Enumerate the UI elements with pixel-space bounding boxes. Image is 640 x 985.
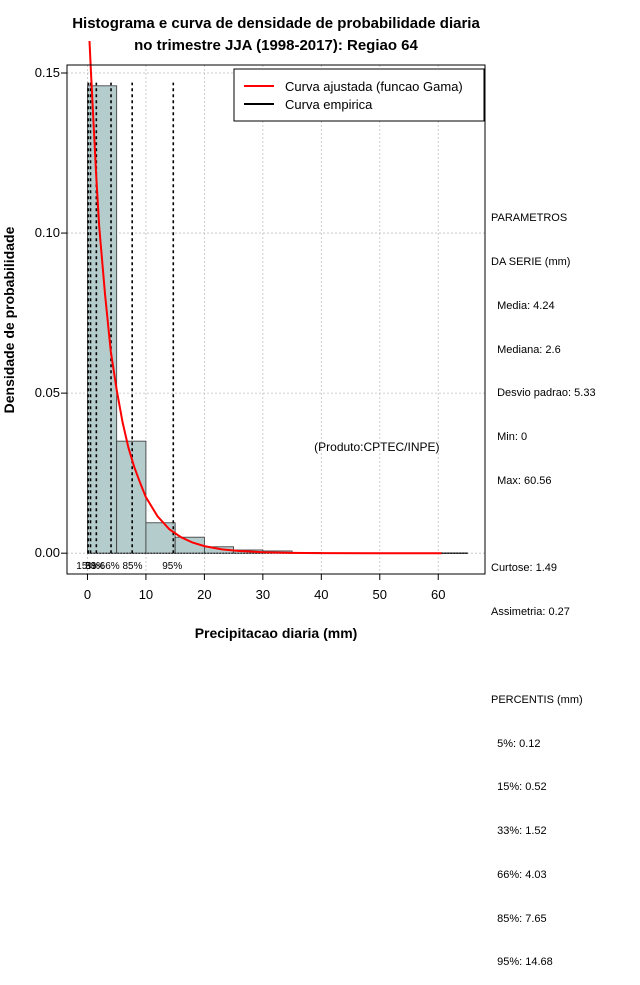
param-curtose: Curtose: 1.49: [491, 562, 558, 575]
percentile-label: 95%: [162, 561, 182, 572]
series-parameters-panel: PARAMETROS DA SERIE (mm) Media: 4.24 Med…: [491, 182, 596, 985]
percentile-label: 85%: [122, 561, 142, 572]
product-annotation: (Produto:CPTEC/INPE): [314, 440, 439, 454]
x-tick-label: 60: [431, 587, 445, 602]
params-heading-2: DA SERIE (mm): [491, 255, 571, 268]
histogram-chart: Histograma e curva de densidade de proba…: [1, 15, 486, 641]
y-tick-label: 0.05: [35, 385, 60, 400]
percentile-label: 66%: [100, 561, 120, 572]
x-tick-label: 50: [373, 587, 387, 602]
x-tick-label: 10: [139, 587, 153, 602]
legend-label-gamma: Curva ajustada (funcao Gama): [285, 79, 463, 94]
percentil-5: 5%: 0.12: [491, 737, 541, 750]
param-max: Max: 60.56: [491, 474, 552, 487]
percentile-label: 5%: [85, 561, 100, 572]
y-axis-title: Densidade de probabilidade: [1, 226, 17, 413]
percentile-label: 33%: [85, 561, 105, 572]
param-min: Min: 0: [491, 431, 528, 444]
percentil-85: 85%: 7.65: [491, 912, 547, 925]
y-tick-label: 0.15: [35, 65, 60, 80]
chart-title-line-1: Histograma e curva de densidade de proba…: [72, 15, 480, 32]
percentil-33: 33%: 1.52: [491, 825, 547, 838]
x-axis-title: Precipitacao diaria (mm): [195, 625, 358, 641]
x-tick-label: 0: [84, 587, 91, 602]
spacer: [491, 649, 596, 664]
params-heading-1: PARAMETROS: [491, 212, 568, 225]
histogram-bar: [87, 85, 118, 554]
percentil-66: 66%: 4.03: [491, 868, 547, 881]
percentil-15: 15%: 0.52: [491, 781, 547, 794]
curves-layer: [87, 40, 468, 555]
chart-title-line-2: no trimestre JJA (1998-2017): Regiao 64: [134, 37, 418, 54]
legend-box: [233, 68, 485, 122]
x-tick-label: 40: [314, 587, 328, 602]
bars-layer: [87, 85, 468, 554]
param-desvio-padrao: Desvio padrao: 5.33: [491, 387, 596, 400]
axes-layer: 0 10 20 30 40 50 60 0.00 0.05 0.10 0.15: [35, 65, 446, 602]
y-tick-label: 0.00: [35, 545, 60, 560]
spacer: [491, 518, 596, 533]
y-tick-label: 0.10: [35, 225, 60, 240]
legend: Curva ajustada (funcao Gama) Curva empir…: [233, 68, 485, 122]
param-media: Media: 4.24: [491, 299, 555, 312]
param-assimetria: Assimetria: 0.27: [491, 606, 570, 619]
percentis-heading: PERCENTIS (mm): [491, 693, 583, 706]
percentil-95: 95%: 14.68: [491, 956, 553, 969]
plot-frame: [66, 64, 486, 575]
gamma-fit-curve: [88, 40, 442, 555]
x-tick-label: 20: [197, 587, 211, 602]
legend-label-empirical: Curva empirica: [285, 97, 373, 112]
histogram-bar: [145, 522, 176, 554]
x-tick-label: 30: [256, 587, 270, 602]
param-mediana: Mediana: 2.6: [491, 343, 561, 356]
percentile-label: 15%: [76, 561, 96, 572]
